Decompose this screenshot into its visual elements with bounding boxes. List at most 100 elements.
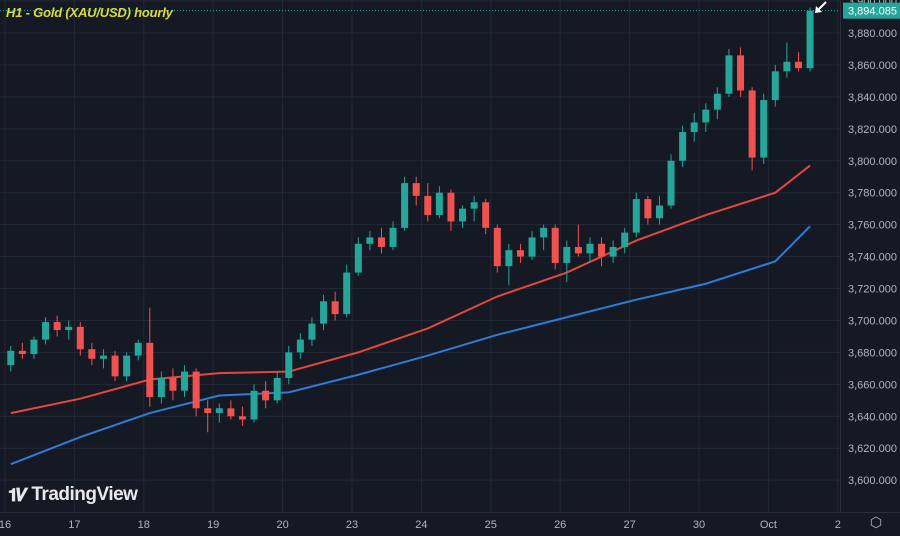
candle	[644, 195, 652, 225]
price-axis: 3,600.000 3,620.000 3,640.000 3,660.000 3,68…	[848, 0, 897, 487]
candle-body	[30, 339, 38, 354]
candle	[343, 264, 351, 318]
candle	[146, 307, 154, 407]
candle-body	[540, 227, 548, 238]
candle	[296, 333, 304, 359]
candle-body	[667, 160, 675, 206]
candle-body	[586, 243, 594, 254]
last-price-marker: 3,894.085	[0, 2, 900, 19]
candle-body	[794, 61, 802, 69]
candle	[7, 346, 15, 372]
candle-body	[308, 323, 316, 340]
candle	[181, 365, 189, 398]
price-tick-label: 3,840.000	[848, 92, 897, 104]
candle-body	[169, 377, 177, 391]
candle-body	[806, 10, 814, 69]
candle	[401, 176, 409, 232]
candle	[563, 240, 571, 283]
candle-body	[412, 183, 420, 196]
candle-body	[644, 199, 652, 219]
candle	[737, 47, 745, 97]
last-price-badge	[843, 2, 900, 19]
candle-body	[528, 237, 536, 257]
candle-body	[88, 349, 96, 359]
candle	[30, 336, 38, 359]
price-tick-label: 3,640.000	[848, 411, 897, 423]
candle-body	[42, 322, 50, 340]
settings-gear-icon[interactable]: ⬡	[869, 514, 883, 530]
candle	[702, 103, 710, 133]
candle-body	[632, 199, 640, 233]
price-tick-label: 3,620.000	[848, 443, 897, 455]
candle-body	[18, 350, 26, 354]
price-tick-label: 3,780.000	[848, 188, 897, 200]
time-tick-label: 27	[623, 519, 635, 531]
candle-body	[389, 227, 397, 247]
time-tick-label: Oct	[760, 519, 777, 531]
time-tick-label: 2	[835, 519, 841, 531]
candle-body	[250, 390, 258, 420]
candle	[794, 52, 802, 72]
candle-body	[401, 183, 409, 228]
candle-body	[99, 355, 107, 359]
candle-body	[551, 227, 559, 263]
candle-body	[366, 237, 374, 244]
price-tick-label: 3,800.000	[848, 156, 897, 168]
candle	[783, 42, 791, 78]
candle	[354, 237, 362, 276]
time-tick-label: 19	[207, 519, 219, 531]
last-price-label: 3,894.085	[848, 6, 897, 18]
candle-body	[320, 301, 328, 324]
candle	[760, 93, 768, 164]
candle-body	[354, 243, 362, 273]
candle	[157, 371, 165, 404]
price-tick-label: 3,660.000	[848, 379, 897, 391]
candle	[134, 339, 142, 361]
candle	[192, 368, 200, 417]
candle	[528, 231, 536, 260]
price-tick-label: 3,760.000	[848, 220, 897, 232]
price-tick-label: 3,860.000	[848, 60, 897, 72]
time-tick-label: 25	[485, 519, 497, 531]
candle-body	[783, 61, 791, 72]
candle-body	[343, 272, 351, 315]
candle	[204, 400, 212, 433]
candle	[123, 352, 131, 382]
moving-average-fast-line	[10, 164, 811, 415]
candle-body	[204, 408, 212, 414]
time-axis: 16 17 18 19 20 23 24 25 26 27 30 Oct 2	[0, 519, 841, 531]
candle-body	[760, 100, 768, 158]
candle-body	[424, 195, 432, 216]
candle	[771, 64, 779, 107]
candle-body	[157, 377, 165, 398]
candle	[169, 368, 177, 401]
candle-body	[482, 202, 490, 228]
candle-body	[505, 250, 513, 267]
price-tick-label: 3,680.000	[848, 347, 897, 359]
candle	[667, 154, 675, 209]
candle	[470, 195, 478, 222]
candle	[435, 186, 443, 219]
time-tick-label: 24	[415, 519, 427, 531]
candle	[320, 294, 328, 331]
candle	[285, 346, 293, 385]
arrow-pointer-icon	[815, 1, 827, 13]
candle-body	[273, 377, 281, 401]
candle	[621, 227, 629, 254]
time-tick-label: 23	[346, 519, 358, 531]
candle	[482, 199, 490, 235]
candle	[273, 371, 281, 404]
candle	[690, 112, 698, 142]
moving-average-slow-line	[10, 225, 811, 466]
candle-body	[493, 227, 501, 267]
candle-body	[459, 208, 467, 222]
candle	[88, 342, 96, 366]
candle-body	[447, 192, 455, 222]
candle	[598, 237, 606, 267]
candle-body	[679, 132, 687, 161]
time-tick-label: 20	[276, 519, 288, 531]
moving-averages	[10, 164, 811, 466]
candle-body	[53, 322, 61, 331]
candle-body	[516, 250, 524, 257]
